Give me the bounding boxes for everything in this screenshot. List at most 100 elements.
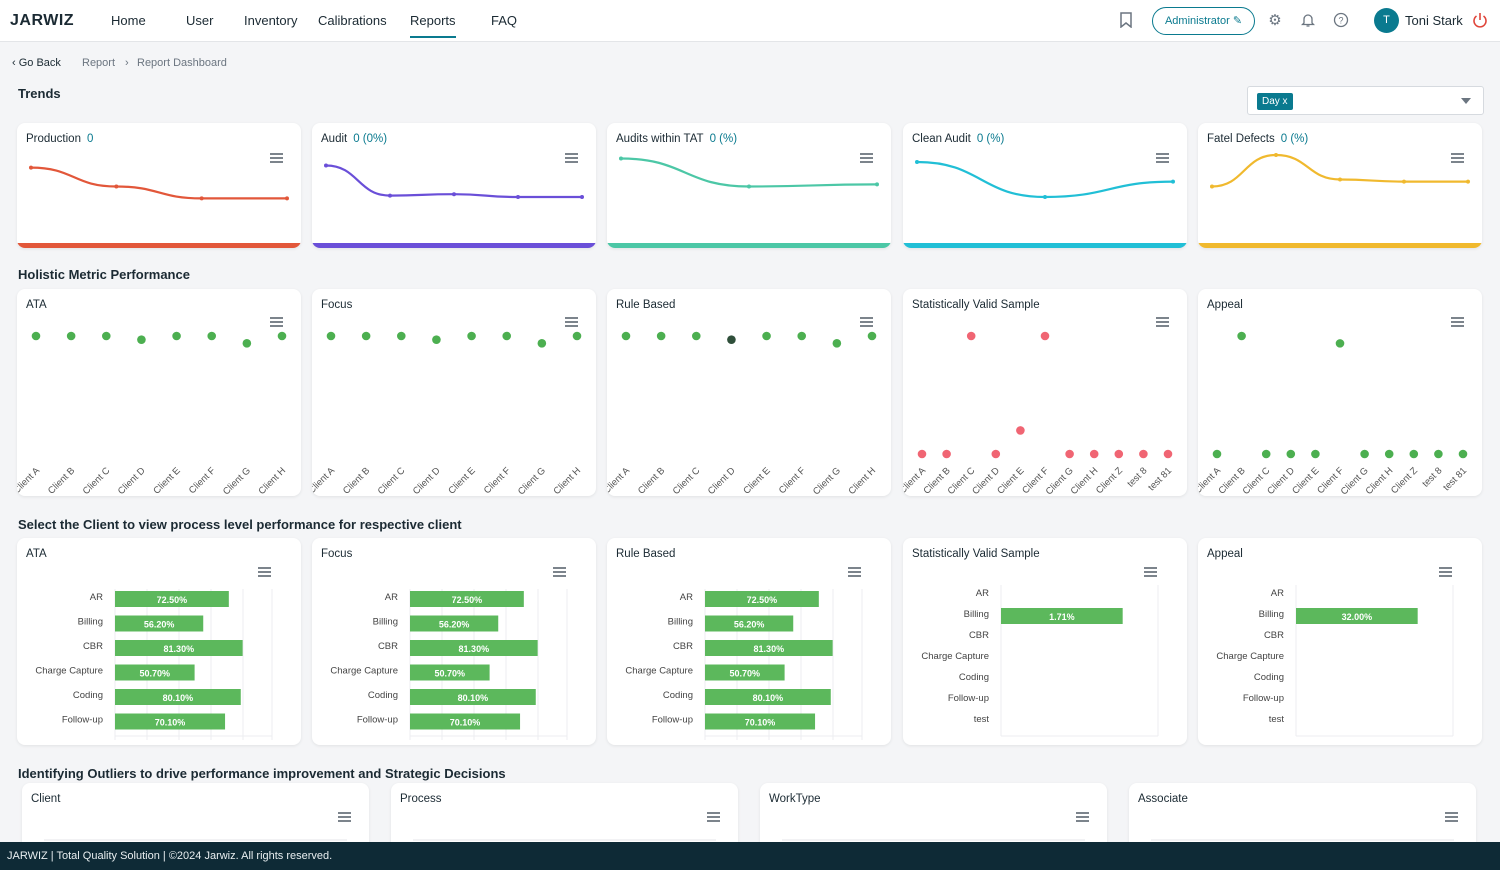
x-tick-label: Client G (811, 465, 843, 496)
bookmark-icon[interactable] (1117, 12, 1135, 30)
hamburger-menu-icon[interactable] (1439, 567, 1452, 577)
chart-point (361, 331, 371, 341)
hamburger-menu-icon[interactable] (1156, 153, 1169, 163)
outlier-card-title: Process (400, 793, 442, 805)
hamburger-menu-icon[interactable] (270, 153, 283, 163)
trend-card-value: 0 (%) (709, 133, 738, 145)
help-icon[interactable]: ? (1332, 12, 1350, 30)
process-card-statistically-valid-sample: Statistically Valid Sample AR Billing 1.71%… (903, 538, 1187, 745)
settings-gear-icon[interactable]: ⚙ (1268, 12, 1282, 29)
bar (410, 713, 521, 730)
trend-point (285, 196, 289, 201)
chart-point (1409, 449, 1419, 459)
period-dropdown[interactable]: Day x (1247, 86, 1484, 115)
y-tick-label: Follow-up (62, 715, 103, 726)
hamburger-menu-icon[interactable] (270, 317, 283, 327)
y-tick-label: Billing (668, 617, 693, 628)
breadcrumb-report[interactable]: Report (82, 57, 116, 69)
bell-icon[interactable] (1299, 12, 1317, 30)
bar-value-label: 1.71% (1049, 612, 1075, 622)
chevron-right-icon: › (125, 57, 129, 69)
x-tick-label: Client E (446, 465, 477, 496)
x-tick-label: test 81 (1146, 465, 1174, 493)
bar (410, 689, 536, 705)
user-name[interactable]: Toni Stark (1405, 13, 1463, 28)
hamburger-menu-icon[interactable] (338, 812, 351, 822)
avatar[interactable]: T (1374, 8, 1399, 33)
hamburger-menu-icon[interactable] (553, 567, 566, 577)
logout-power-icon[interactable] (1472, 11, 1488, 29)
nav-home[interactable]: Home (111, 13, 146, 28)
period-chip[interactable]: Day x (1257, 93, 1293, 110)
hamburger-menu-icon[interactable] (1445, 812, 1458, 822)
y-tick-label: Charge Capture (330, 666, 398, 677)
process-card-title: Rule Based (616, 548, 676, 560)
hamburger-menu-icon[interactable] (1144, 567, 1157, 577)
hamburger-menu-icon[interactable] (860, 317, 873, 327)
hamburger-menu-icon[interactable] (1451, 317, 1464, 327)
y-tick-label: Charge Capture (921, 651, 989, 662)
chart-point (727, 335, 736, 344)
hamburger-menu-icon[interactable] (848, 567, 861, 577)
bar (410, 640, 538, 656)
hamburger-menu-icon[interactable] (565, 317, 578, 327)
y-tick-label: CBR (969, 630, 989, 641)
y-tick-label: AR (90, 592, 103, 603)
bar-value-label: 50.70% (140, 669, 171, 679)
hamburger-menu-icon[interactable] (707, 812, 720, 822)
nav-user[interactable]: User (186, 13, 214, 28)
x-tick-label: Client B (341, 465, 372, 496)
x-tick-label: Client H (256, 465, 288, 496)
role-switch-button[interactable]: Administrator ✎ (1152, 7, 1255, 35)
hamburger-menu-icon[interactable] (1076, 812, 1089, 822)
process-card-title: Focus (321, 548, 353, 560)
go-back-link[interactable]: ‹ Go Back (12, 57, 61, 69)
process-bar-chart: AR 72.50% Billing 56.20% CBR 81.30% Charge Cap… (625, 589, 863, 740)
chart-point (432, 335, 441, 344)
bar-value-label: 56.20% (734, 620, 765, 630)
app-logo[interactable]: JARWIZ (10, 12, 75, 29)
bar (115, 664, 195, 681)
hamburger-menu-icon[interactable] (565, 153, 578, 163)
chart-point (1261, 449, 1271, 459)
bar-value-label: 80.10% (458, 693, 489, 703)
y-tick-label: CBR (1264, 630, 1284, 641)
x-tick-label: Client B (46, 465, 77, 496)
trend-sparkline (17, 165, 301, 248)
hamburger-menu-icon[interactable] (860, 153, 873, 163)
trend-point (580, 195, 584, 199)
nav-reports[interactable]: Reports (410, 13, 456, 38)
chart-point (1311, 449, 1320, 459)
chart-point (1016, 426, 1025, 435)
chevron-left-icon: ‹ (12, 57, 19, 69)
chart-point (797, 331, 807, 341)
trend-point (1043, 195, 1047, 199)
trend-card-value: 0 (%) (976, 133, 1005, 145)
trend-card-audits-within-tat: Audits within TAT 0 (%) (607, 123, 891, 248)
chart-point (1384, 449, 1394, 459)
chart-point (1458, 449, 1468, 459)
bar (1296, 608, 1418, 624)
x-tick-label: Client C (376, 465, 408, 496)
breadcrumb-report-dashboard: Report Dashboard (137, 57, 227, 69)
bar (115, 713, 226, 730)
chart-point (691, 331, 701, 341)
hamburger-menu-icon[interactable] (1156, 317, 1169, 327)
holistic-card-statistically-valid-sample: Statistically Valid Sample Client A Client… (903, 289, 1187, 496)
nav-inventory[interactable]: Inventory (244, 13, 298, 28)
outlier-card-worktype: WorkType (760, 783, 1107, 853)
trend-card-title: Fatel Defects 0 (%) (1207, 133, 1308, 145)
bar (705, 591, 819, 607)
nav-calibrations[interactable]: Calibrations (318, 13, 387, 28)
trend-card-label: Production (26, 133, 81, 145)
outlier-card-associate: Associate (1129, 783, 1476, 853)
chart-point (991, 449, 1001, 459)
hamburger-menu-icon[interactable] (1451, 153, 1464, 163)
chart-point (207, 331, 217, 341)
trend-card-fatel-defects: Fatel Defects 0 (%) (1198, 123, 1482, 248)
chart-point (942, 449, 951, 459)
chart-point (917, 449, 927, 459)
bar-value-label: 56.20% (144, 620, 175, 630)
nav-faq[interactable]: FAQ (491, 13, 518, 28)
hamburger-menu-icon[interactable] (258, 567, 271, 577)
